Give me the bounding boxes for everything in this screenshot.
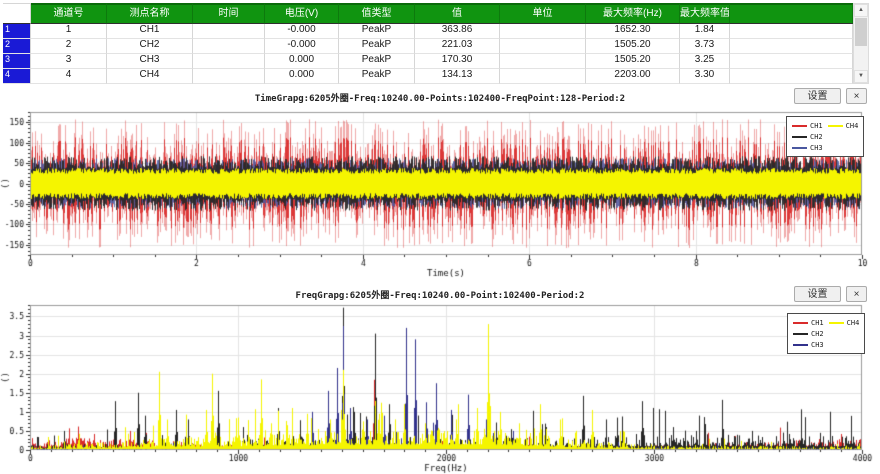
legend-line-icon <box>793 332 808 335</box>
cell-unit[interactable] <box>500 24 586 39</box>
table-row: 1 1 CH1 -0.000 PeakP 363.86 1652.30 1.84 <box>3 24 853 39</box>
cell-empty[interactable] <box>730 69 853 84</box>
freq-graph-settings-button[interactable]: 设置 <box>794 286 841 302</box>
legend-line-icon <box>793 343 808 346</box>
column-header-voltage[interactable]: 电压(V) <box>265 3 339 24</box>
freq-graph-legend: CH1 CH2 CH3 CH4 <box>787 313 866 354</box>
cell-time[interactable] <box>193 39 265 54</box>
row-header[interactable]: 3 <box>3 54 31 69</box>
legend-entry-ch1: CH1 <box>793 317 824 328</box>
cell-point-name[interactable]: CH3 <box>107 54 193 69</box>
table-row: 4 4 CH4 0.000 PeakP 134.13 2203.00 3.30 <box>3 69 853 84</box>
cell-value[interactable]: 134.13 <box>415 69 500 84</box>
legend-label: CH3 <box>811 340 824 349</box>
table-scrollbar[interactable]: ▲ ▼ <box>853 3 869 84</box>
time-graph-legend: CH1 CH2 CH3 CH4 <box>786 116 865 157</box>
table-row: 3 3 CH3 0.000 PeakP 170.30 1505.20 3.25 <box>3 54 853 69</box>
cell-value[interactable]: 170.30 <box>415 54 500 69</box>
legend-line-icon <box>792 146 807 149</box>
cell-channel[interactable]: 2 <box>31 39 107 54</box>
cell-value[interactable]: 363.86 <box>415 24 500 39</box>
cell-value-type[interactable]: PeakP <box>339 39 415 54</box>
cell-empty[interactable] <box>730 54 853 69</box>
cell-max-freq-value[interactable]: 1.84 <box>680 24 730 39</box>
legend-label: CH4 <box>845 121 859 130</box>
cell-voltage[interactable]: -0.000 <box>265 39 339 54</box>
column-header-value[interactable]: 值 <box>415 3 500 24</box>
time-graph-title: TimeGrapg:6205外圈-Freq:10240.00-Points:10… <box>254 94 626 104</box>
cell-channel[interactable]: 4 <box>31 69 107 84</box>
cell-max-freq[interactable]: 1652.30 <box>586 24 680 39</box>
legend-entry-ch4: CH4 <box>827 120 859 131</box>
column-header-max-freq[interactable]: 最大频率(Hz) <box>586 3 680 24</box>
column-header-empty <box>730 3 853 24</box>
column-header-unit[interactable]: 单位 <box>500 3 586 24</box>
freq-graph-title: FreqGrapg:6205外圈-Freq:10240.00-Point:102… <box>295 291 585 301</box>
legend-label: CH4 <box>846 318 860 327</box>
time-graph-settings-button[interactable]: 设置 <box>794 88 841 104</box>
legend-label: CH1 <box>810 121 823 130</box>
legend-entry-ch3: CH3 <box>793 339 824 350</box>
legend-entry-ch3: CH3 <box>792 142 823 153</box>
cell-unit[interactable] <box>500 39 586 54</box>
table-corner-cell <box>3 3 31 24</box>
legend-label: CH2 <box>811 329 824 338</box>
cell-time[interactable] <box>193 54 265 69</box>
legend-entry-ch2: CH2 <box>792 131 823 142</box>
cell-value-type[interactable]: PeakP <box>339 54 415 69</box>
cell-time[interactable] <box>193 69 265 84</box>
table-row: 2 2 CH2 -0.000 PeakP 221.03 1505.20 3.73 <box>3 39 853 54</box>
cell-value[interactable]: 221.03 <box>415 39 500 54</box>
cell-max-freq-value[interactable]: 3.25 <box>680 54 730 69</box>
column-header-time[interactable]: 时间 <box>193 3 265 24</box>
cell-voltage[interactable]: 0.000 <box>265 54 339 69</box>
cell-voltage[interactable]: 0.000 <box>265 69 339 84</box>
scroll-thumb[interactable] <box>855 18 867 46</box>
cell-empty[interactable] <box>730 24 853 39</box>
legend-label: CH2 <box>810 132 823 141</box>
cell-channel[interactable]: 3 <box>31 54 107 69</box>
cell-point-name[interactable]: CH4 <box>107 69 193 84</box>
cell-value-type[interactable]: PeakP <box>339 24 415 39</box>
column-header-channel[interactable]: 通道号 <box>31 3 107 24</box>
cell-max-freq-value[interactable]: 3.73 <box>680 39 730 54</box>
legend-entry-ch1: CH1 <box>792 120 823 131</box>
freq-graph-close-button[interactable]: × <box>846 286 867 302</box>
legend-label: CH3 <box>810 143 823 152</box>
freq-graph-plot[interactable] <box>0 302 880 474</box>
cell-empty[interactable] <box>730 39 853 54</box>
row-header[interactable]: 4 <box>3 69 31 84</box>
legend-entry-ch2: CH2 <box>793 328 824 339</box>
cell-value-type[interactable]: PeakP <box>339 69 415 84</box>
legend-line-icon <box>828 321 844 324</box>
table-header-row: 通道号 测点名称 时间 电压(V) 值类型 值 单位 最大频率(Hz) 最大频率… <box>3 3 853 24</box>
cell-unit[interactable] <box>500 69 586 84</box>
scroll-down-icon[interactable]: ▼ <box>854 70 868 83</box>
time-graph-plot[interactable] <box>0 104 880 283</box>
legend-line-icon <box>827 124 843 127</box>
cell-point-name[interactable]: CH1 <box>107 24 193 39</box>
cell-time[interactable] <box>193 24 265 39</box>
cell-max-freq[interactable]: 2203.00 <box>586 69 680 84</box>
cell-max-freq[interactable]: 1505.20 <box>586 39 680 54</box>
legend-entry-ch4: CH4 <box>828 317 860 328</box>
legend-line-icon <box>793 321 808 324</box>
cell-max-freq[interactable]: 1505.20 <box>586 54 680 69</box>
cell-point-name[interactable]: CH2 <box>107 39 193 54</box>
column-header-max-freq-value[interactable]: 最大频率值 <box>680 3 730 24</box>
legend-label: CH1 <box>811 318 824 327</box>
legend-line-icon <box>792 135 807 138</box>
legend-line-icon <box>792 124 807 127</box>
scroll-up-icon[interactable]: ▲ <box>854 4 868 17</box>
cell-voltage[interactable]: -0.000 <box>265 24 339 39</box>
cell-max-freq-value[interactable]: 3.30 <box>680 69 730 84</box>
row-header[interactable]: 2 <box>3 39 31 54</box>
column-header-value-type[interactable]: 值类型 <box>339 3 415 24</box>
cell-unit[interactable] <box>500 54 586 69</box>
column-header-point-name[interactable]: 测点名称 <box>107 3 193 24</box>
cell-channel[interactable]: 1 <box>31 24 107 39</box>
time-graph-close-button[interactable]: × <box>846 88 867 104</box>
row-header[interactable]: 1 <box>3 24 31 39</box>
